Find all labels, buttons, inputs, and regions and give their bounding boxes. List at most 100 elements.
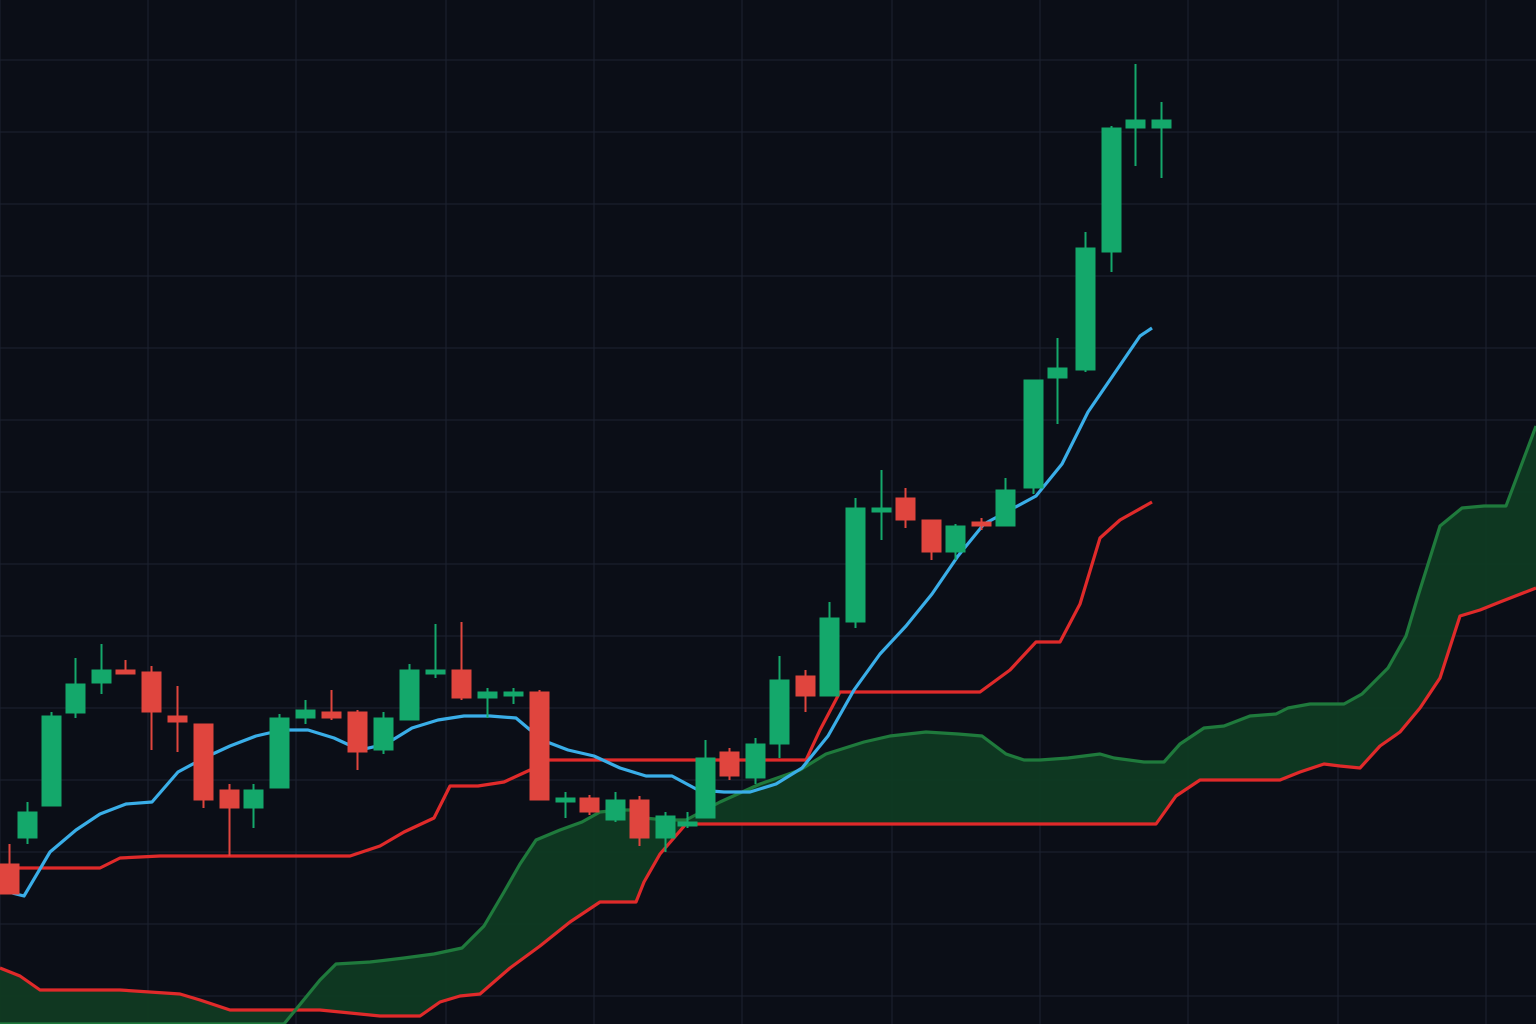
candle (745, 738, 766, 784)
candle-body (115, 669, 136, 675)
candle-body (1125, 119, 1146, 129)
candle-body (845, 507, 866, 623)
span-b-line (0, 586, 1536, 1018)
candle-body (769, 679, 790, 745)
candle (269, 714, 290, 789)
candle (769, 656, 790, 758)
candle (425, 624, 446, 678)
candle (629, 796, 650, 846)
candle (321, 690, 342, 720)
candle-body (871, 507, 892, 513)
candle (503, 688, 524, 704)
candle (1125, 64, 1146, 166)
candle (399, 664, 420, 721)
candle (295, 700, 316, 724)
candle (677, 812, 698, 828)
candle-body (41, 715, 62, 807)
candle-body (921, 519, 942, 553)
candle (373, 712, 394, 754)
candle-body (243, 789, 264, 809)
candle (921, 519, 942, 560)
candle (945, 524, 966, 560)
candle (1101, 126, 1122, 272)
candle-body (219, 789, 240, 809)
candle-body (695, 757, 716, 819)
candle (243, 784, 264, 828)
candle-body (17, 811, 38, 839)
candle-body (0, 863, 20, 895)
candle-body (529, 691, 550, 801)
candle (819, 602, 840, 697)
candle (795, 670, 816, 712)
candle-body (605, 799, 626, 821)
candle-body (141, 671, 162, 713)
candle (555, 792, 576, 818)
candle (695, 740, 716, 819)
candle (1047, 338, 1068, 424)
candle (17, 802, 38, 844)
candle-body (677, 821, 698, 827)
candle-body (1047, 367, 1068, 379)
conversion-line (0, 326, 1153, 898)
base-line (0, 500, 1153, 870)
candles (0, 64, 1172, 895)
candle-body (269, 717, 290, 789)
candle (579, 795, 600, 815)
candle-body (945, 525, 966, 553)
candle-body (167, 715, 188, 723)
candle (995, 478, 1016, 527)
candle-body (451, 669, 472, 699)
candle-body (91, 669, 112, 684)
candle (0, 844, 20, 895)
candle (719, 748, 740, 780)
candle-body (295, 709, 316, 719)
candle-body (719, 751, 740, 777)
candle (605, 792, 626, 822)
candle (91, 644, 112, 694)
candle-body (895, 497, 916, 521)
candle-body (425, 669, 446, 675)
candle (167, 686, 188, 752)
candle-body (399, 669, 420, 721)
candle (141, 666, 162, 750)
candle-body (1075, 247, 1096, 371)
span-a-line (0, 425, 1536, 1024)
candle-body (503, 691, 524, 697)
candle (451, 622, 472, 700)
candle (193, 723, 214, 808)
candle-body (1101, 127, 1122, 253)
candle-body (971, 521, 992, 527)
candle (1151, 102, 1172, 178)
candle-body (1151, 119, 1172, 129)
candle-body (745, 743, 766, 779)
candle (845, 498, 866, 628)
candle-body (579, 797, 600, 813)
candle (1075, 232, 1096, 372)
candle-body (477, 691, 498, 699)
candle (219, 784, 240, 856)
candle (1023, 379, 1044, 494)
indicator-lines (0, 326, 1536, 1024)
candle-body (629, 799, 650, 839)
candle-body (1023, 379, 1044, 489)
candle (895, 488, 916, 528)
candle (41, 712, 62, 807)
candle-body (795, 675, 816, 697)
candle (115, 660, 136, 675)
candle-body (193, 723, 214, 801)
candle-body (655, 815, 676, 839)
candle-body (819, 617, 840, 697)
candle (65, 658, 86, 718)
candle (529, 690, 550, 801)
candle (971, 518, 992, 530)
candle (477, 688, 498, 718)
candle (871, 470, 892, 540)
candle-body (65, 683, 86, 714)
candle-body (373, 717, 394, 751)
candle-body (995, 489, 1016, 527)
candle (347, 710, 368, 770)
candle-body (321, 711, 342, 719)
